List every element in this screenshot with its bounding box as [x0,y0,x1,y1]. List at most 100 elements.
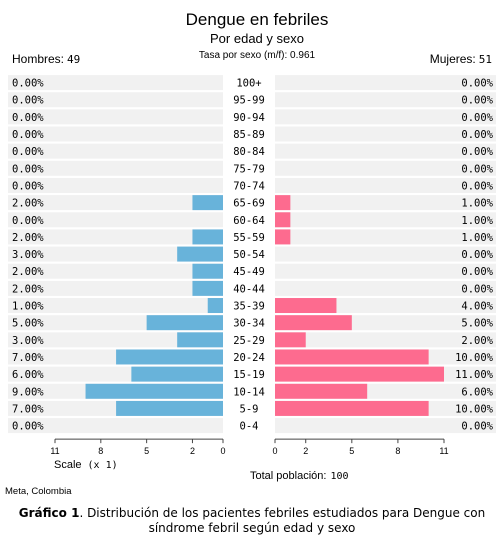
row-band-left [8,263,223,279]
right-group-total: 51 [479,53,492,66]
row-band-left [8,126,223,142]
value-label-hombres: 0.00% [12,129,44,141]
left-group-total: 49 [67,53,80,66]
value-label-hombres: 0.00% [12,180,44,192]
value-label-hombres: 2.00% [12,232,44,244]
value-label-mujeres: 0.00% [461,180,493,192]
population-pyramid-chart: Dengue en febriles Por edad y sexo Tasa … [5,10,496,497]
row-band-right [275,177,496,193]
figure-caption: Gráfico 1. Distribución de los pacientes… [10,506,494,536]
value-label-hombres: 2.00% [12,266,44,278]
age-row: 0.00% 0.00% 100+ [8,75,496,91]
value-label-mujeres: 0.00% [461,249,493,261]
age-row: 0.00% 1.00% 60-64 [8,212,496,228]
value-label-hombres: 6.00% [12,369,44,381]
age-row: 0.00% 0.00% 90-94 [8,109,496,125]
scale-value: (x 1) [88,460,118,471]
age-row: 0.00% 0.00% 75-79 [8,160,496,176]
age-group-label: 100+ [236,78,261,90]
row-band-right [275,263,496,279]
age-group-label: 5-9 [240,403,259,415]
value-label-mujeres: 2.00% [461,335,493,347]
age-group-label: 75-79 [233,163,265,175]
age-row: 0.00% 0.00% 95-99 [8,92,496,108]
age-row: 5.00% 5.00% 30-34 [8,315,496,331]
value-label-mujeres: 4.00% [461,301,493,313]
caption-label: Gráfico 1 [18,506,80,520]
age-group-label: 45-49 [233,266,265,278]
value-label-mujeres: 1.00% [461,198,493,210]
age-group-label: 0-4 [240,421,259,433]
row-band-right [275,332,496,348]
age-row: 0.00% 0.00% 85-89 [8,126,496,142]
value-label-hombres: 7.00% [12,403,44,415]
age-group-label: 60-64 [233,215,265,227]
value-label-hombres: 9.00% [12,386,44,398]
value-label-mujeres: 11.00% [455,369,494,381]
left-group-label: Hombres: [12,52,64,66]
bar-hombres [192,263,223,279]
row-band-right [275,229,496,245]
row-band-right [275,280,496,296]
row-band-right [275,109,496,125]
bar-hombres [85,383,223,399]
row-band-left [8,143,223,159]
value-label-hombres: 0.00% [12,421,44,433]
value-label-mujeres: 6.00% [461,386,493,398]
bar-hombres [192,280,223,296]
right-group-header: Mujeres: 51 [430,52,492,66]
row-band-left [8,177,223,193]
row-band-right [275,246,496,262]
age-group-label: 40-44 [233,283,265,295]
value-label-hombres: 0.00% [12,215,44,227]
age-group-label: 85-89 [233,129,265,141]
age-group-label: 80-84 [233,146,265,158]
scale-label: Scale [54,459,82,471]
value-label-hombres: 5.00% [12,318,44,330]
bar-hombres [131,366,223,382]
age-group-label: 25-29 [233,335,265,347]
age-group-label: 90-94 [233,112,265,124]
value-label-mujeres: 0.00% [461,283,493,295]
bar-mujeres [275,349,429,365]
age-group-label: 20-24 [233,352,265,364]
row-band-right [275,418,496,434]
bar-hombres [116,400,223,416]
age-group-label: 30-34 [233,318,265,330]
age-row: 2.00% 1.00% 65-69 [8,195,496,211]
chart-title: Dengue en febriles [186,10,329,29]
row-band-left [8,298,223,314]
tick-label-left: 8 [98,446,103,456]
row-band-right [275,195,496,211]
age-row: 0.00% 0.00% 70-74 [8,177,496,193]
value-label-mujeres: 0.00% [461,129,493,141]
row-band-left [8,418,223,434]
value-label-hombres: 3.00% [12,335,44,347]
bar-hombres [192,195,223,211]
age-row: 7.00% 10.00% 20-24 [8,349,496,365]
row-band-left [8,75,223,91]
total-label: Total población: [250,470,326,482]
bar-mujeres [275,212,291,228]
row-band-left [8,280,223,296]
pyramid-axes: 11 8 5 2 0 0 2 5 8 11 [50,438,449,456]
row-band-right [275,92,496,108]
value-label-mujeres: 1.00% [461,215,493,227]
tick-label-left: 11 [50,446,59,456]
bar-mujeres [275,366,444,382]
bar-mujeres [275,383,368,399]
age-row: 2.00% 1.00% 55-59 [8,229,496,245]
bar-hombres [207,298,223,314]
value-label-hombres: 3.00% [12,249,44,261]
tick-label-right: 5 [349,446,354,456]
tick-label-right: 8 [395,446,400,456]
row-band-left [8,92,223,108]
row-band-left [8,332,223,348]
value-label-mujeres: 0.00% [461,266,493,278]
sex-ratio-text: Tasa por sexo (m/f): 0.961 [199,50,316,61]
total-population: Total población: 100 [250,470,349,482]
age-row: 6.00% 11.00% 15-19 [8,366,496,382]
age-group-label: 35-39 [233,301,265,313]
bar-mujeres [275,400,429,416]
value-label-mujeres: 10.00% [455,403,494,415]
